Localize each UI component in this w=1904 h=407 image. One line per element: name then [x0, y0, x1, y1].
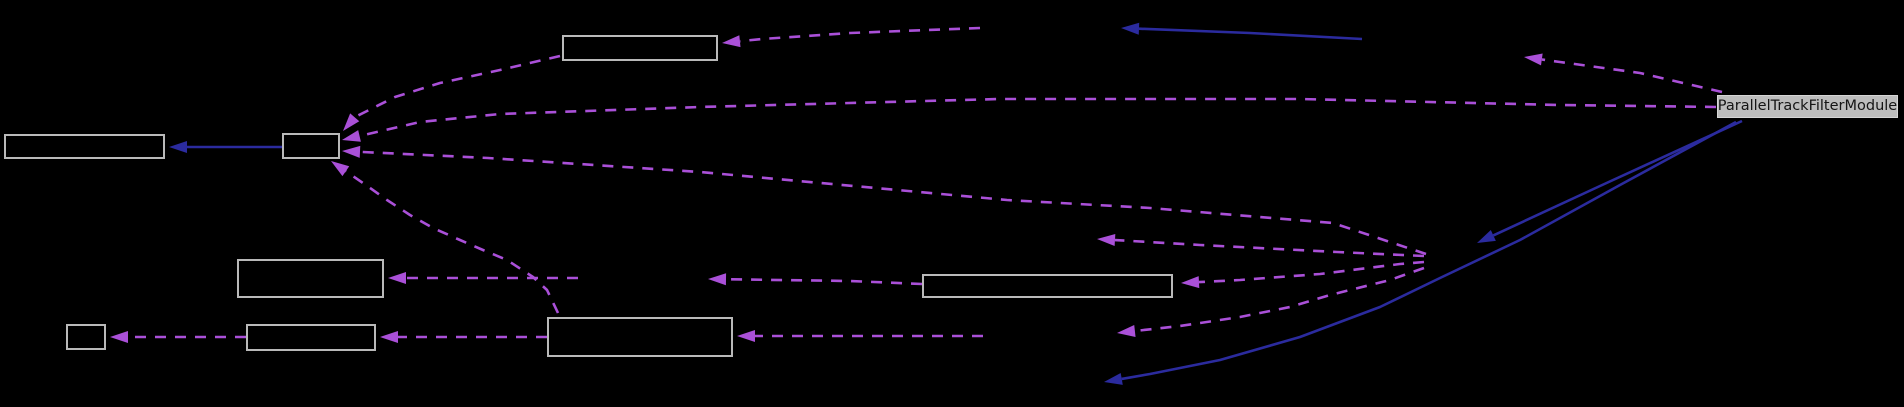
- edge-module-to-hidden-bottom-arrowhead: [1104, 373, 1123, 385]
- class-node-bottom-center[interactable]: [547, 317, 733, 357]
- edge-hidden-topright-to-hidden-top: [1138, 27, 1363, 41]
- edge-bottom-center-to-bottom-left-arrowhead: [380, 331, 398, 343]
- edge-hub-to-wide-center-arrowhead: [1181, 276, 1200, 289]
- edge-bottom-center-to-small-left-bottom: [345, 170, 560, 314]
- edge-hub-to-hidden-upper-middle: [1114, 238, 1425, 258]
- edge-hidden-top-to-top-center-node: [739, 26, 981, 43]
- edge-hub-to-hidden-lower-middle-arrowhead: [1117, 325, 1136, 337]
- edge-module-to-hidden-top-right: [1541, 58, 1723, 94]
- edge-hidden-topright-to-hidden-top-arrowhead: [1121, 22, 1140, 35]
- edge-bottom-left-to-tiny-bottom-arrowhead: [110, 331, 128, 343]
- class-node-far-left[interactable]: [4, 134, 165, 159]
- edge-module-to-small-left-node-upper-arrowhead: [342, 130, 361, 142]
- edge-wide-center-to-hidden-center-arrowhead: [708, 273, 727, 286]
- edge-bottom-center-to-small-left-bottom-arrowhead: [331, 161, 350, 177]
- edge-small-left-to-far-left-arrowhead: [169, 141, 187, 153]
- class-node-bottom-left[interactable]: [246, 324, 376, 351]
- edge-module-to-hidden-bottom: [1121, 120, 1737, 381]
- edge-wide-center-to-hidden-center: [725, 277, 923, 286]
- class-node-top-center[interactable]: [562, 35, 718, 61]
- edge-top-center-to-small-left-corner: [353, 54, 561, 119]
- edge-hub-to-hidden-upper-middle-arrowhead: [1097, 234, 1116, 247]
- class-node-small-left[interactable]: [282, 133, 340, 159]
- class-node-wide-center[interactable]: [922, 274, 1173, 298]
- class-node-mid-left[interactable]: [237, 259, 384, 298]
- edge-hub-to-wide-center: [1198, 260, 1425, 284]
- class-node-parallel-track-filter-module[interactable]: ParallelTrackFilterModule: [1717, 95, 1898, 118]
- class-node-parallel-track-filter-module-label: ParallelTrackFilterModule: [1717, 98, 1898, 115]
- edge-hub-to-small-left-node-lower-arrowhead: [342, 145, 361, 158]
- edge-hub-to-small-left-node-lower: [359, 150, 1427, 256]
- edge-module-to-hub: [1492, 119, 1743, 237]
- edge-hidden-mid-to-bottom-center-arrowhead: [737, 330, 755, 342]
- edge-module-to-hub-arrowhead: [1477, 229, 1496, 243]
- edge-hidden-top-to-top-center-node-arrowhead: [722, 35, 741, 48]
- class-node-tiny-bottom[interactable]: [66, 324, 106, 350]
- edge-module-to-small-left-node-upper: [359, 97, 1717, 138]
- edge-top-center-to-small-left-corner-arrowhead: [343, 113, 360, 131]
- edge-hidden-center-to-mid-left-arrowhead: [388, 272, 406, 284]
- edge-module-to-hidden-top-right-arrowhead: [1524, 53, 1543, 66]
